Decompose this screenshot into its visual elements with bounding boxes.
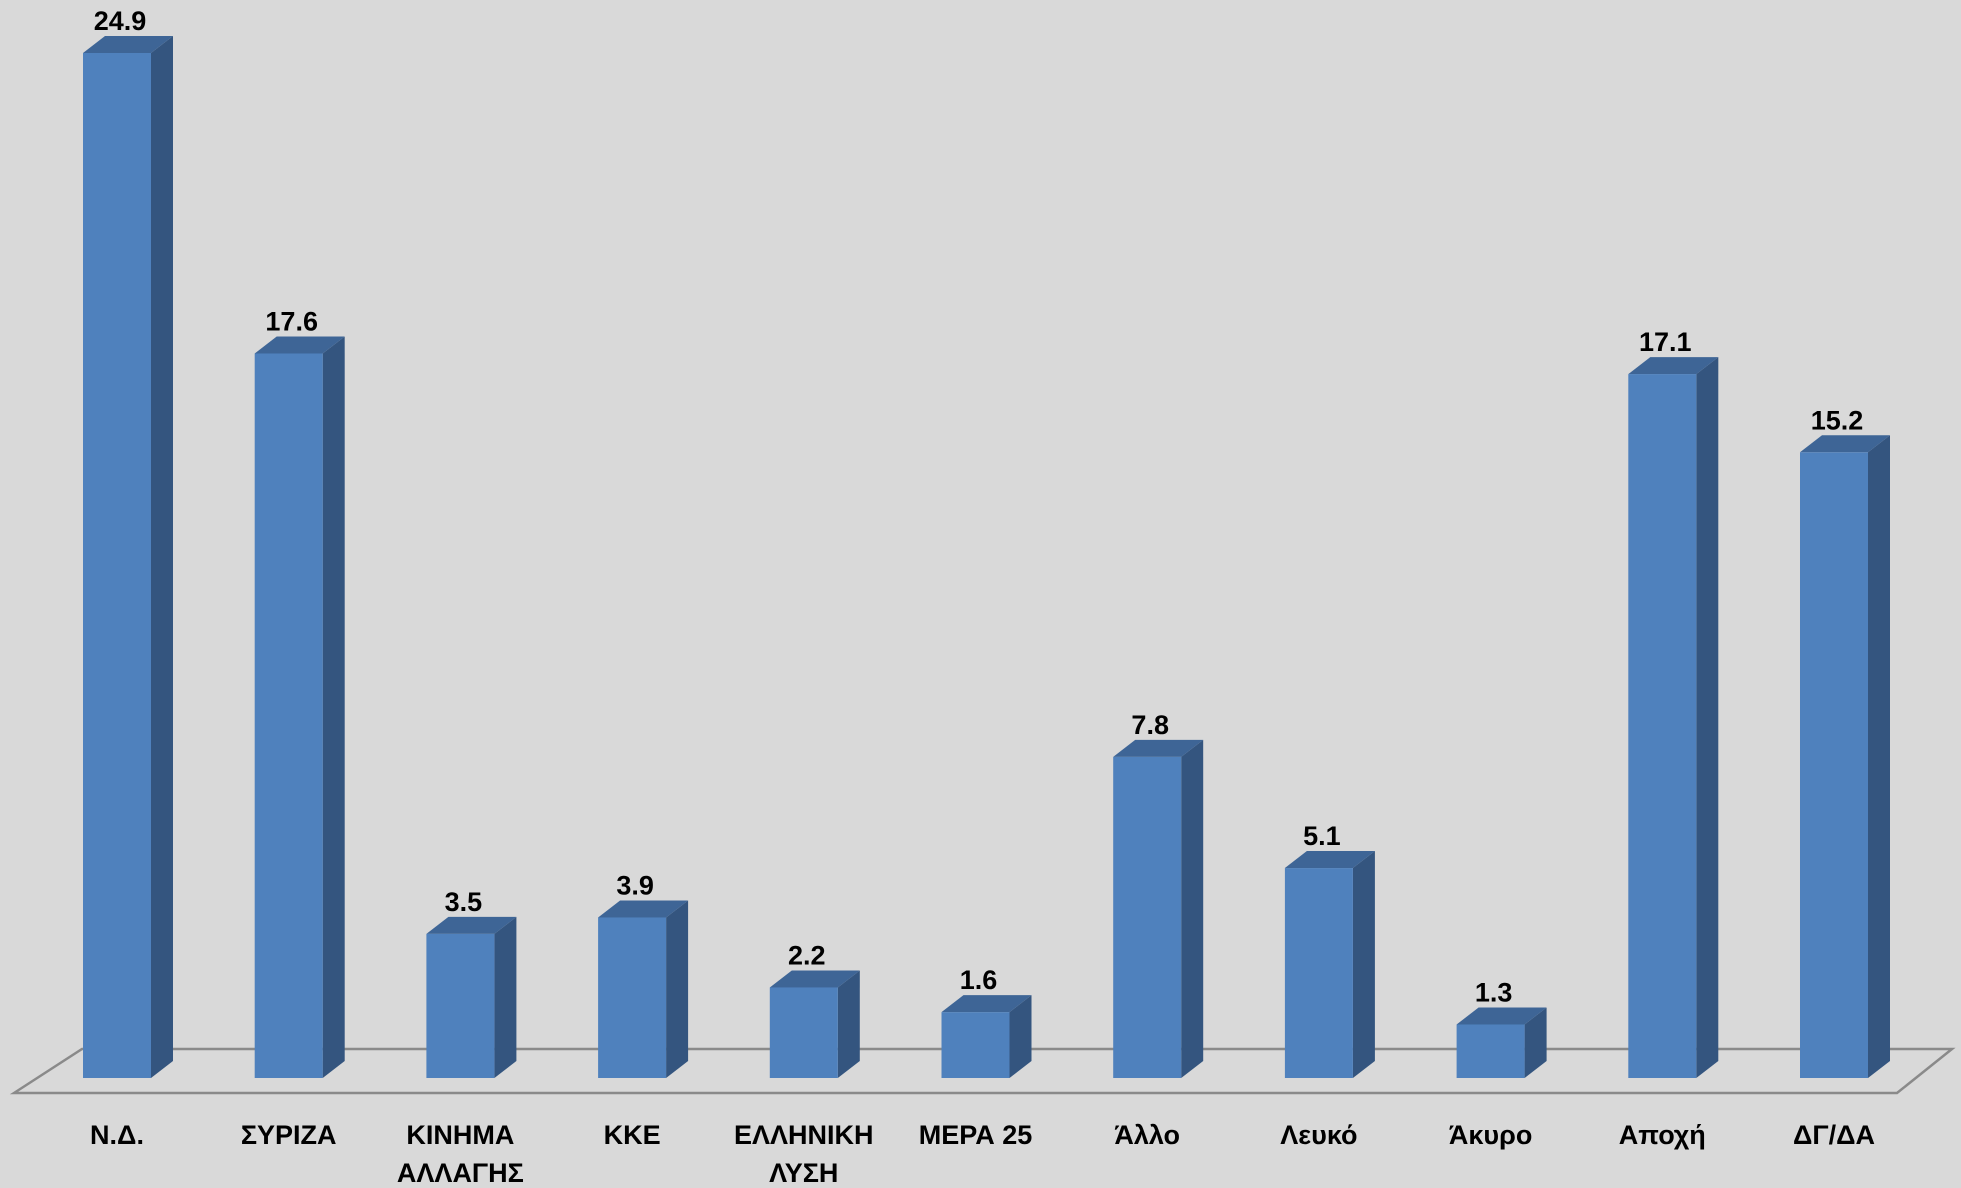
category-label-line: Άλλο	[1114, 1120, 1180, 1150]
data-label: 17.6	[265, 307, 318, 337]
bar-front	[426, 933, 495, 1078]
bar-front	[1800, 452, 1868, 1078]
bar-front	[1113, 756, 1182, 1078]
bar	[83, 36, 173, 1078]
data-label: 1.3	[1475, 977, 1513, 1007]
bar-side	[1181, 739, 1204, 1078]
data-label: 17.1	[1639, 327, 1692, 357]
bar	[769, 970, 860, 1078]
bar-front	[769, 987, 838, 1078]
data-label: 7.8	[1131, 710, 1169, 740]
bar-front	[83, 53, 151, 1078]
category-label: ΔΓ/ΔΑ	[1793, 1120, 1875, 1150]
data-label: 2.2	[788, 940, 826, 970]
bar-front	[254, 353, 323, 1078]
category-label-line: Λευκό	[1280, 1120, 1357, 1150]
category-label-line: ΣΥΡΙΖΑ	[241, 1120, 337, 1150]
bar-top	[941, 995, 1032, 1013]
bar-top	[426, 916, 517, 934]
category-label: Λευκό	[1280, 1120, 1357, 1150]
bar-side	[1009, 995, 1032, 1078]
data-label: 5.1	[1303, 821, 1341, 851]
category-label-line: Άκυρο	[1449, 1120, 1532, 1150]
bar	[941, 995, 1032, 1078]
bar-side	[1524, 1007, 1547, 1078]
bar	[1800, 435, 1890, 1078]
bar-top	[1456, 1007, 1547, 1025]
bar	[426, 916, 517, 1078]
data-label: 15.2	[1811, 405, 1864, 435]
bar-top	[1628, 357, 1719, 375]
bar-front	[598, 917, 667, 1078]
bar-top	[1113, 739, 1204, 757]
bar	[1628, 357, 1719, 1078]
bar	[1113, 739, 1204, 1078]
category-label-line: ΚΚΕ	[604, 1120, 661, 1150]
bar-side	[1696, 357, 1719, 1078]
bar-side	[666, 900, 689, 1078]
category-label-line: Ν.Δ.	[90, 1120, 144, 1150]
bar-side	[494, 916, 517, 1078]
data-label: 24.9	[94, 6, 147, 36]
bar-front	[1284, 868, 1353, 1078]
floor-plane	[9, 1047, 1956, 1095]
category-label: ΜΕΡΑ 25	[919, 1120, 1033, 1150]
bar-side	[322, 336, 345, 1078]
category-label-line: ΔΓ/ΔΑ	[1793, 1120, 1875, 1150]
bar	[598, 900, 689, 1078]
category-label-line: Αποχή	[1619, 1120, 1706, 1150]
category-label: ΣΥΡΙΖΑ	[241, 1120, 337, 1150]
bar-top	[598, 900, 689, 918]
bar-front	[941, 1012, 1010, 1078]
category-label: Ν.Δ.	[90, 1120, 144, 1150]
category-label: ΚΙΝΗΜΑ ΑΛΛΑΓΗΣ	[397, 1120, 524, 1188]
category-label: Άλλο	[1114, 1120, 1180, 1150]
bar-side	[837, 970, 860, 1078]
data-label: 3.9	[616, 870, 654, 900]
category-label-line: ΑΛΛΑΓΗΣ	[397, 1158, 524, 1188]
data-label: 1.6	[960, 965, 998, 995]
bar-side	[1868, 435, 1890, 1078]
category-label: ΚΚΕ	[604, 1120, 661, 1150]
category-label: Άκυρο	[1449, 1120, 1532, 1150]
bar	[1456, 1007, 1547, 1078]
bar-top	[1284, 851, 1375, 869]
data-label: 3.5	[445, 887, 483, 917]
category-label-line: ΕΛΛΗΝΙΚΗ	[734, 1120, 874, 1150]
bar-top	[769, 970, 860, 988]
bar-front	[1456, 1024, 1525, 1078]
category-label-line: ΚΙΝΗΜΑ	[406, 1120, 514, 1150]
bar-top	[1800, 435, 1890, 453]
bar	[1284, 851, 1375, 1078]
bar-top	[254, 336, 345, 354]
bar-front	[1628, 374, 1697, 1078]
bar-side	[151, 36, 173, 1078]
bar-top	[83, 36, 173, 53]
category-label-line: ΜΕΡΑ 25	[919, 1120, 1033, 1150]
bar-side	[1352, 851, 1375, 1078]
category-label: Αποχή	[1619, 1120, 1706, 1150]
category-label-line: ΛΥΣΗ	[769, 1158, 838, 1188]
bar	[254, 336, 345, 1078]
category-label: ΕΛΛΗΝΙΚΗ ΛΥΣΗ	[734, 1120, 874, 1188]
